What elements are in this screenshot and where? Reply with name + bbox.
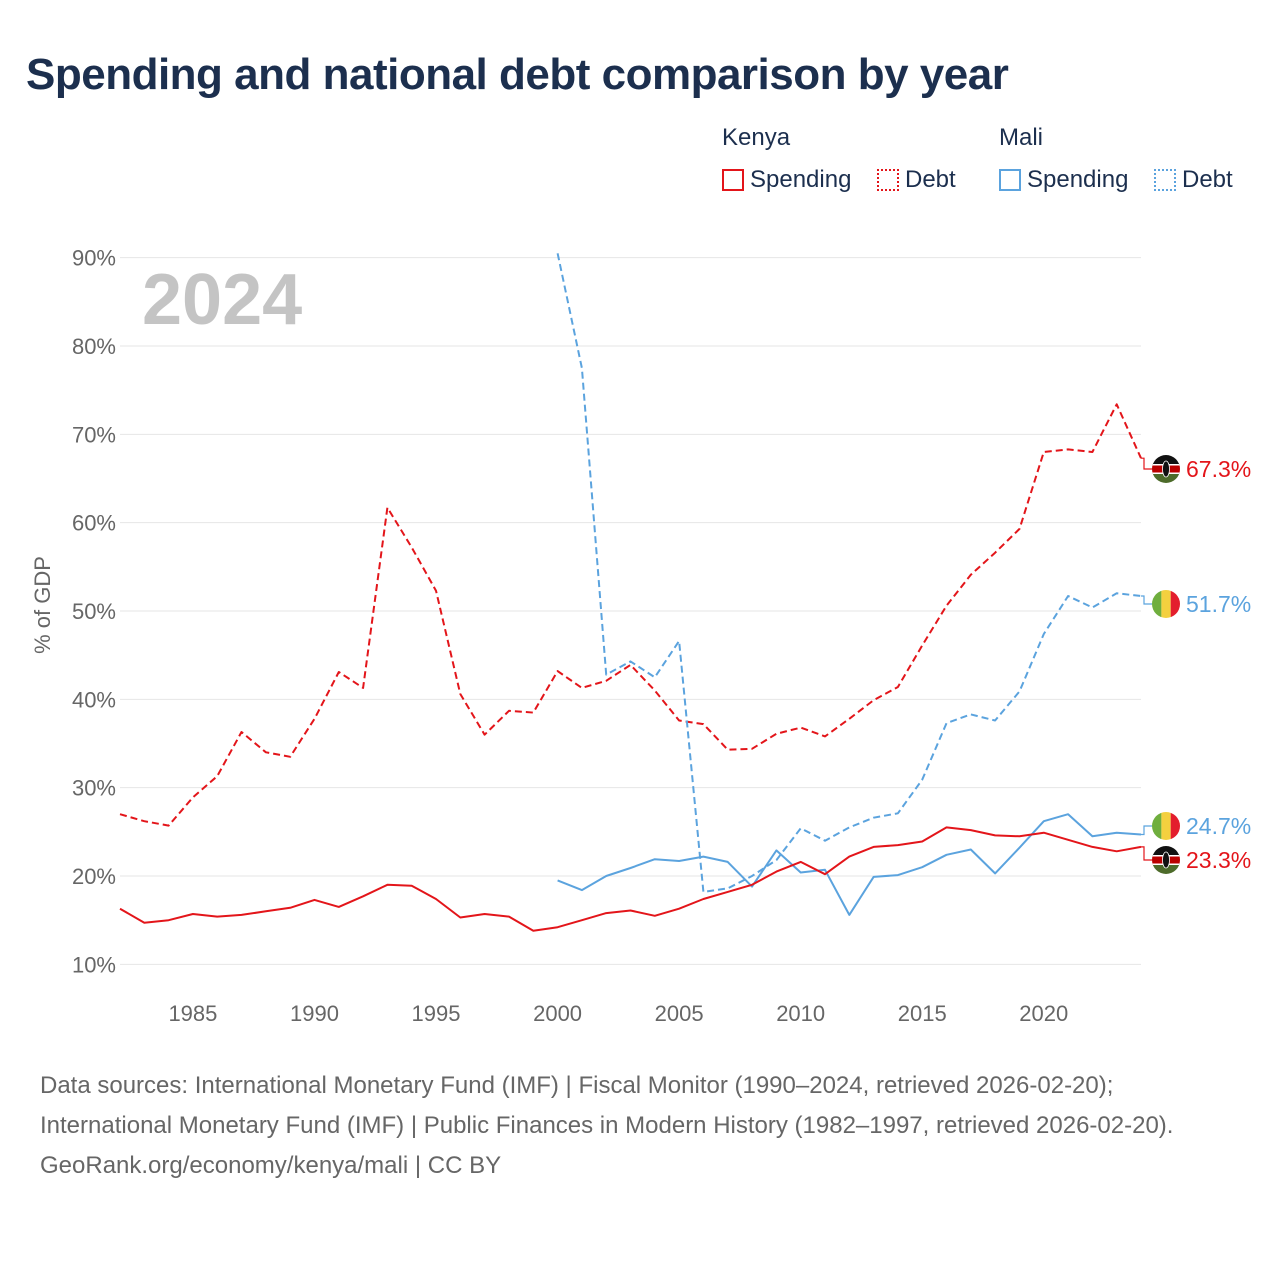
- legend-label: Spending: [750, 166, 852, 193]
- grid: [120, 257, 1141, 965]
- data-sources: Data sources: International Monetary Fun…: [40, 1072, 1174, 1139]
- legend-kenya-spending[interactable]: Spending: [722, 166, 851, 194]
- legend-swatch-icon: [722, 169, 744, 191]
- legend-label: Debt: [1182, 166, 1233, 193]
- kenya-flag-icon: [1152, 846, 1180, 874]
- mali-spending-line: [557, 813, 1142, 916]
- y-tick-label: 10%: [72, 952, 116, 977]
- legend-swatch-icon: [999, 169, 1021, 191]
- end-labels: 67.3% 51.7% 24.7% 23.3%: [1141, 456, 1251, 873]
- mali-flag-icon: [1152, 812, 1180, 840]
- mali-debt-end-label: 51.7%: [1186, 591, 1251, 617]
- x-tick-label: 2005: [655, 1001, 704, 1026]
- legend-kenya-debt[interactable]: Debt: [877, 166, 956, 194]
- attribution: GeoRank.org/economy/kenya/mali | CC BY: [40, 1152, 502, 1179]
- year-watermark: 2024: [142, 260, 302, 340]
- chart-title: Spending and national debt comparison by…: [26, 50, 1009, 99]
- x-tick-label: 1985: [168, 1001, 217, 1026]
- y-tick-label: 40%: [72, 687, 116, 712]
- legend-label: Debt: [905, 166, 956, 193]
- x-tick-label: 2010: [776, 1001, 825, 1026]
- legend-group-kenya: Kenya: [722, 124, 791, 151]
- mali-flag-icon: [1152, 590, 1180, 618]
- x-tick-label: 2000: [533, 1001, 582, 1026]
- x-tick-label: 1995: [412, 1001, 461, 1026]
- x-tick-label: 1990: [290, 1001, 339, 1026]
- x-axis: 1985 1990 1995 2000 2005 2010 2015 2020: [168, 1001, 1068, 1026]
- kenya-spending-end-label: 23.3%: [1186, 847, 1251, 873]
- legend-mali-debt[interactable]: Debt: [1154, 166, 1233, 194]
- y-axis-label: % of GDP: [30, 556, 55, 654]
- mali-debt-line: [556, 253, 1142, 893]
- legend-group-mali: Mali: [999, 124, 1044, 151]
- y-tick-label: 80%: [72, 334, 116, 359]
- y-tick-label: 30%: [72, 776, 116, 801]
- kenya-debt-end-label: 67.3%: [1186, 456, 1251, 482]
- kenya-flag-icon: [1152, 455, 1180, 483]
- y-axis: 10% 20% 30% 40% 50% 60% 70% 80% 90%: [72, 246, 116, 978]
- mali-debt-leader: [1141, 595, 1152, 605]
- footer: Data sources: International Monetary Fun…: [40, 1066, 1240, 1186]
- kenya-spending-leader: [1141, 846, 1152, 861]
- y-tick-label: 20%: [72, 864, 116, 889]
- legend-label: Spending: [1027, 166, 1129, 193]
- legend-mali-spending[interactable]: Spending: [999, 166, 1128, 194]
- mali-spending-leader: [1141, 825, 1152, 836]
- y-tick-label: 90%: [72, 246, 116, 271]
- y-tick-label: 50%: [72, 599, 116, 624]
- y-tick-label: 60%: [72, 511, 116, 536]
- line-chart: 10% 20% 30% 40% 50% 60% 70% 80% 90% 1985 1990 1995…: [30, 246, 1251, 1026]
- series: [119, 253, 1142, 932]
- legend-swatch-icon: [1154, 169, 1176, 191]
- kenya-spending-line: [119, 826, 1142, 932]
- x-tick-label: 2015: [898, 1001, 947, 1026]
- mali-spending-end-label: 24.7%: [1186, 813, 1251, 839]
- legend-swatch-icon: [877, 169, 899, 191]
- y-tick-label: 70%: [72, 422, 116, 447]
- x-tick-label: 2020: [1019, 1001, 1068, 1026]
- kenya-debt-line: [119, 403, 1142, 827]
- kenya-debt-leader: [1141, 457, 1152, 470]
